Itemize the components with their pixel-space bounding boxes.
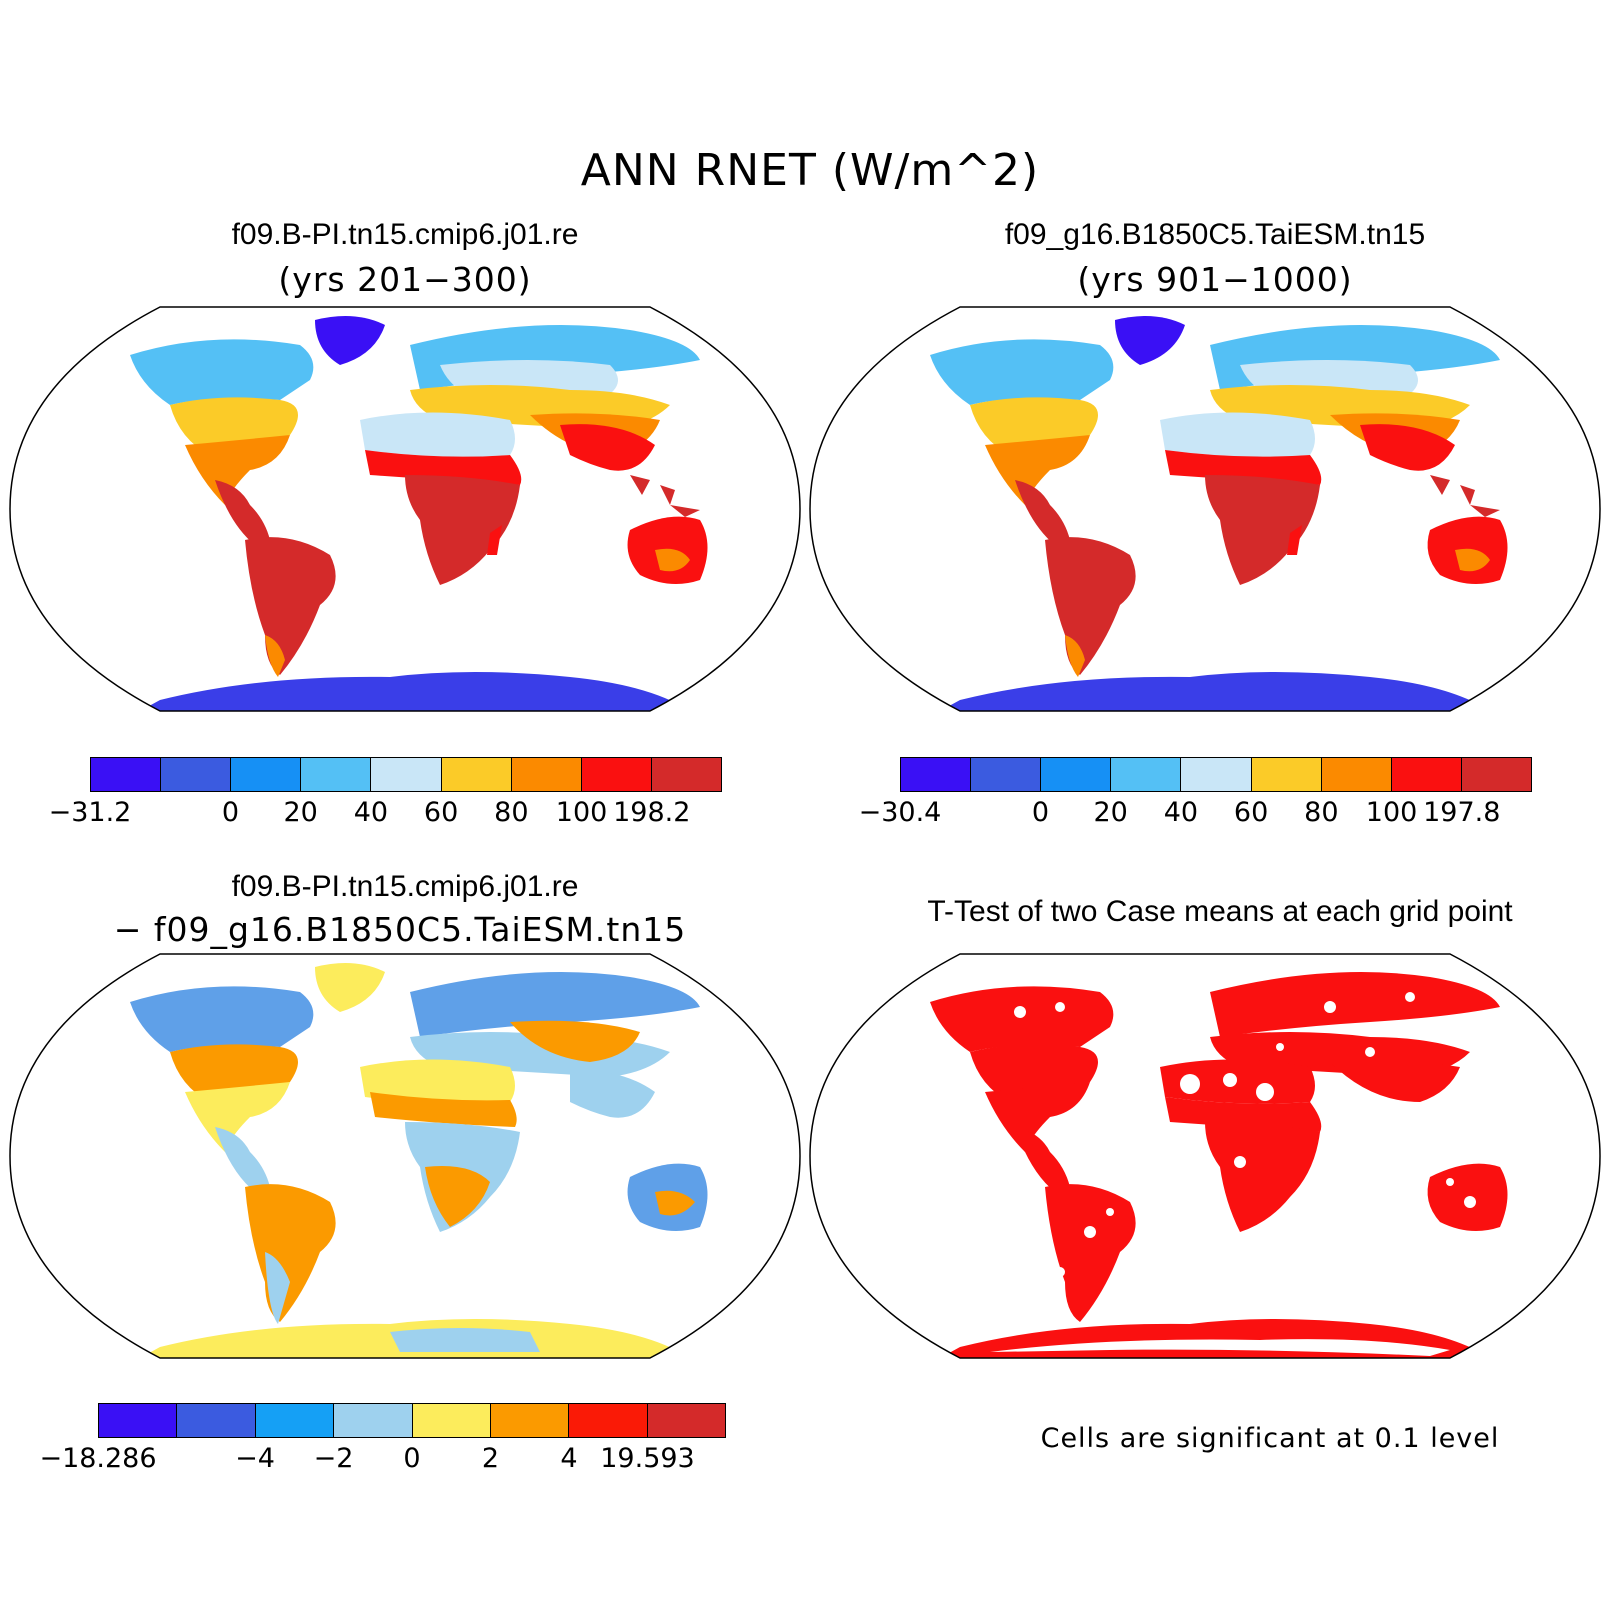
colorbar-swatch: [971, 758, 1042, 791]
colorbar-tick-label: −18.286: [39, 1443, 157, 1474]
colorbar-1: [90, 757, 722, 792]
colorbar-swatch: [647, 1404, 725, 1437]
colorbar-tick-label: 100: [1365, 797, 1418, 828]
colorbar-tick-label: 60: [423, 797, 459, 828]
colorbar-swatch: [651, 758, 721, 791]
colorbar-tick-label: −2: [313, 1443, 354, 1474]
colorbar-swatch: [1251, 758, 1322, 791]
sahel: [365, 450, 522, 485]
colorbar-swatch: [99, 1404, 178, 1437]
australia-dry: [655, 548, 690, 572]
colorbar-swatch: [901, 758, 972, 791]
south-america: [245, 537, 336, 675]
panel1-title: f09.B-PI.tn15.cmip6.j01.re: [231, 218, 579, 251]
colorbar-tick-label: 198.2: [613, 797, 691, 828]
colorbar-swatch: [371, 758, 442, 791]
colorbar-tick-label: 197.8: [1423, 797, 1501, 828]
colorbar-tick-label: 80: [1304, 797, 1339, 828]
map-panel-1: [9, 306, 801, 712]
colorbar-swatch: [1391, 758, 1462, 791]
panel3-title: f09.B-PI.tn15.cmip6.j01.re: [231, 870, 579, 903]
colorbar-swatch: [1461, 758, 1531, 791]
colorbar-tick-label: 60: [1233, 797, 1269, 828]
colorbar-swatch: [511, 758, 582, 791]
colorbar-swatch: [581, 758, 652, 791]
antarctica-region: [140, 672, 690, 711]
colorbar-tick-label: 0: [1031, 797, 1050, 828]
colorbar-swatch: [177, 1404, 256, 1437]
central-america: [215, 480, 270, 545]
central-africa: [405, 475, 520, 585]
panel2-title: f09_g16.B1850C5.TaiESM.tn15: [1004, 218, 1426, 251]
south-asia: [560, 424, 655, 471]
colorbar-swatch: [441, 758, 512, 791]
colorbar-swatch: [161, 758, 232, 791]
colorbar-swatch: [412, 1404, 491, 1437]
north-america-north: [130, 339, 314, 405]
map-panel-4: [809, 953, 1601, 1359]
map-panel-3: [9, 953, 801, 1359]
colorbar-3: [98, 1403, 726, 1438]
north-africa: [360, 412, 515, 457]
colorbar-swatch: [91, 758, 162, 791]
south-america-tip: [265, 635, 285, 677]
colorbar-swatch: [255, 1404, 335, 1437]
colorbar-swatch: [490, 1404, 570, 1437]
colorbar-swatch: [569, 1404, 648, 1437]
colorbar-tick-label: −31.2: [48, 797, 132, 828]
significance-note: Cells are significant at 0.1 level: [1040, 1423, 1500, 1454]
colorbar-tick-label: 100: [555, 797, 608, 828]
map-panel-2: [809, 306, 1601, 712]
colorbar-tick-label: 40: [1163, 797, 1199, 828]
colorbar-tick-label: 19.593: [600, 1443, 695, 1474]
colorbar-swatch: [231, 758, 302, 791]
madagascar: [487, 525, 502, 555]
colorbar-swatch: [301, 758, 372, 791]
colorbar-swatch: [1111, 758, 1182, 791]
panel3-subtitle: − f09_g16.B1850C5.TaiESM.tn15: [113, 910, 687, 949]
colorbar-swatch: [1181, 758, 1252, 791]
greenland: [315, 316, 385, 365]
colorbar-tick-label: 0: [403, 1443, 421, 1474]
panel4-title: T-Test of two Case means at each grid po…: [927, 895, 1513, 928]
colorbar-tick-label: 20: [1093, 797, 1128, 828]
colorbar-2: [900, 757, 1532, 792]
colorbar-tick-label: 2: [481, 1443, 500, 1474]
colorbar-tick-label: 4: [560, 1443, 578, 1474]
colorbar-swatch: [1321, 758, 1392, 791]
colorbar-tick-label: 40: [353, 797, 389, 828]
panel2-subtitle: (yrs 901−1000): [1077, 260, 1353, 299]
colorbar-tick-label: −30.4: [858, 797, 942, 828]
colorbar-tick-label: −4: [235, 1443, 275, 1474]
colorbar-tick-label: 20: [283, 797, 318, 828]
colorbar-tick-label: 80: [494, 797, 529, 828]
colorbar-swatch: [334, 1404, 413, 1437]
panel1-subtitle: (yrs 201−300): [278, 260, 532, 299]
figure-title: ANN RNET (W/m^2): [580, 145, 1040, 196]
colorbar-swatch: [1041, 758, 1112, 791]
north-america-south: [185, 435, 290, 505]
colorbar-tick-label: 0: [221, 797, 240, 828]
